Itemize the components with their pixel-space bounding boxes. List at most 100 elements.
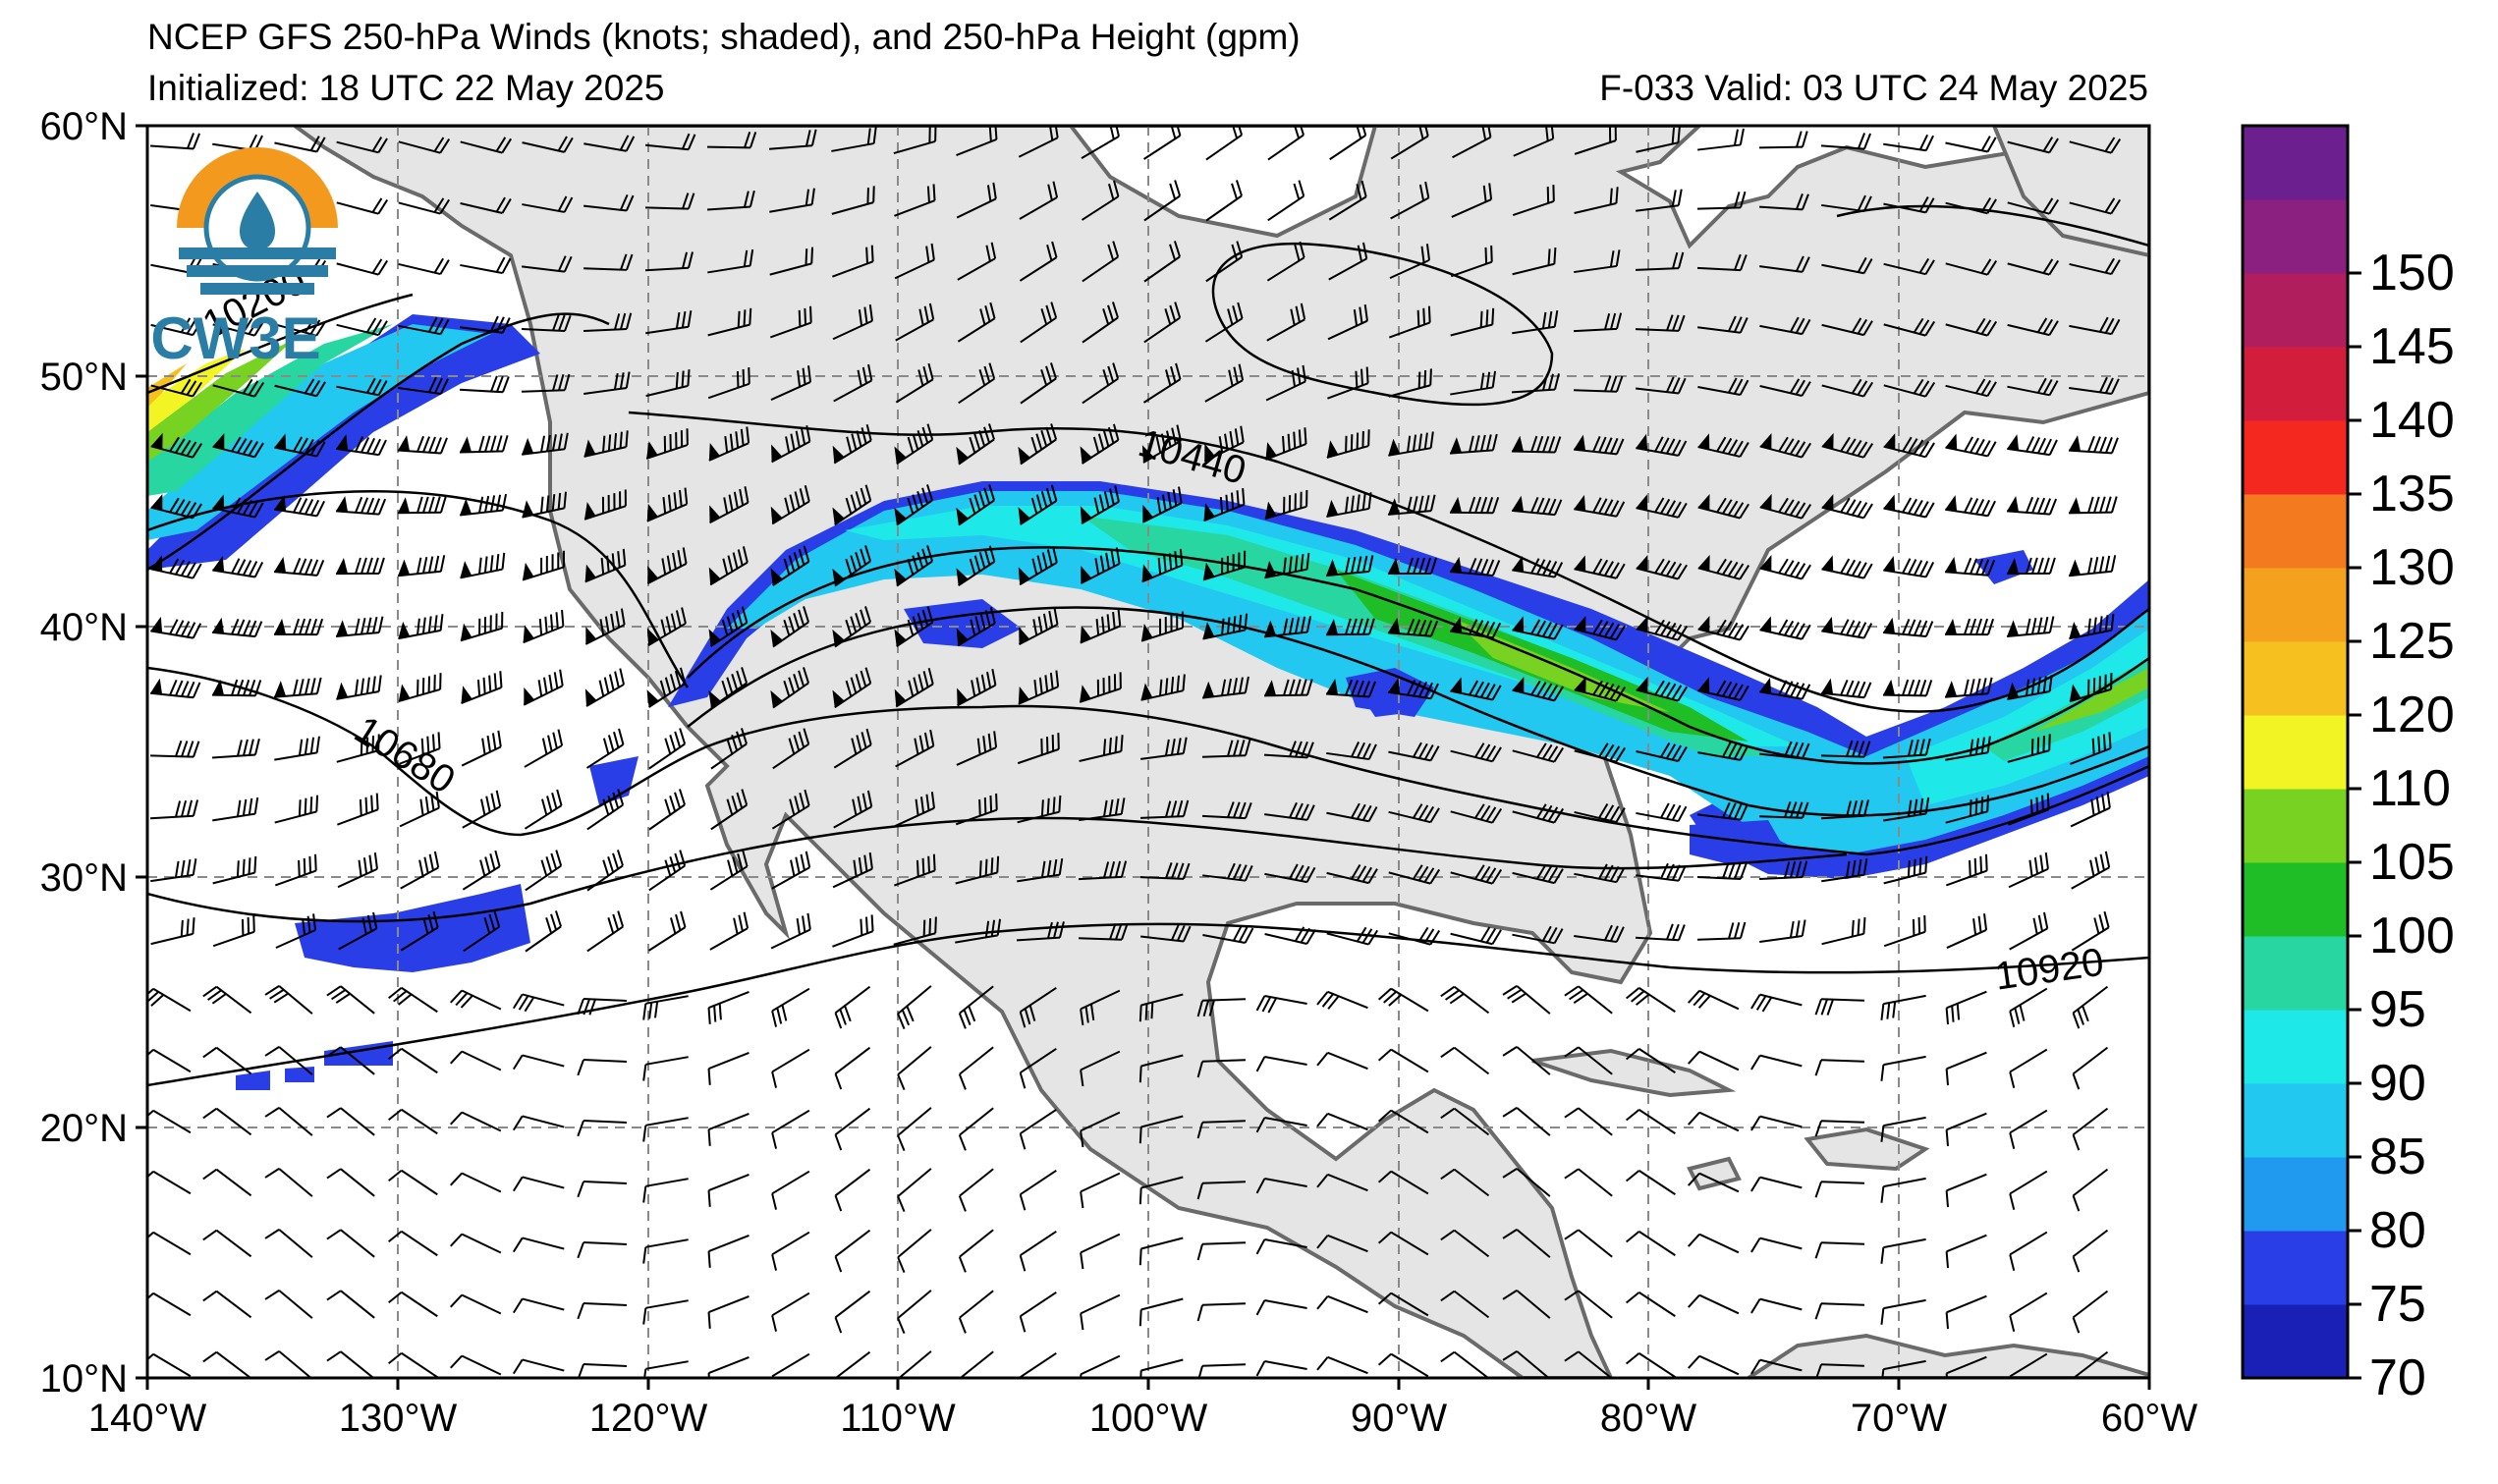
colorbar-tick-label: 135 <box>2369 466 2455 522</box>
wind-barb <box>646 547 688 584</box>
wind-barb <box>1440 1229 1490 1258</box>
wind-barb <box>1140 737 1188 760</box>
wind-barb <box>1814 1059 1865 1076</box>
wind-barb <box>1880 1298 1926 1325</box>
wind-barb <box>585 728 625 769</box>
wind-barb <box>832 606 871 648</box>
wind-barb <box>1573 312 1623 333</box>
colorbar-tick-label: 130 <box>2369 539 2455 596</box>
wind-barb <box>1758 860 1808 881</box>
wind-barb <box>642 995 689 1020</box>
colorbar-swatch <box>2243 568 2348 642</box>
wind-barb <box>1080 485 1120 524</box>
wind-barb <box>1626 1048 1676 1073</box>
wind-barb <box>2072 1290 2109 1334</box>
wind-barb <box>1205 180 1243 222</box>
wind-barb <box>336 317 388 337</box>
colorbar-swatch <box>2243 1083 2348 1158</box>
wind-barb <box>769 188 815 213</box>
wind-barb <box>1202 613 1249 640</box>
wind-barb <box>1440 1168 1490 1197</box>
colorbar-swatch <box>2243 273 2348 348</box>
wind-barb <box>1079 797 1126 822</box>
wind-barb <box>708 667 749 709</box>
wind-barb <box>577 1302 628 1320</box>
wind-barb <box>1204 302 1244 343</box>
wind-barb <box>833 363 873 403</box>
wind-barb <box>834 1350 871 1378</box>
wind-barb <box>1883 797 1930 822</box>
wind-barb <box>772 728 810 770</box>
wind-barb <box>336 137 388 154</box>
wind-barb <box>1449 433 1498 455</box>
wind-barb <box>894 792 935 828</box>
wind-barb <box>1449 556 1501 577</box>
wind-barb <box>1388 864 1441 885</box>
wind-barb <box>450 1293 502 1315</box>
wind-barb <box>524 729 564 768</box>
wind-barb <box>2072 985 2109 1029</box>
wind-barb <box>388 1291 438 1318</box>
wind-barb <box>1697 554 1750 580</box>
lon-label-120w: 120°W <box>589 1397 708 1440</box>
lon-label-100w: 100°W <box>1089 1397 1208 1440</box>
wind-barb <box>1564 1350 1613 1378</box>
wind-barb <box>150 432 203 459</box>
wind-barb <box>150 917 195 946</box>
wind-barb <box>399 791 440 828</box>
wind-barb <box>2009 1170 2048 1210</box>
wind-barb <box>956 484 996 526</box>
wind-barb <box>461 671 503 704</box>
wind-barb <box>523 669 564 706</box>
wind-barb <box>771 1109 810 1149</box>
wind-barb <box>831 186 875 215</box>
wind-barb <box>1574 802 1626 824</box>
wind-barb <box>1820 740 1871 758</box>
wind-barb <box>897 1107 932 1151</box>
colorbar-tick-label: 70 <box>2369 1349 2426 1406</box>
wind-barb <box>1196 1120 1247 1139</box>
wind-barb <box>707 1174 749 1207</box>
wind-barb <box>1203 488 1246 522</box>
wind-barb <box>450 989 502 1011</box>
colorbar-tick-label: 105 <box>2369 834 2455 891</box>
wind-barb <box>326 1290 375 1319</box>
wind-barb <box>1019 986 1057 1028</box>
wind-barb <box>1759 432 1812 459</box>
wind-barb <box>1019 1047 1057 1089</box>
wind-barb <box>1945 433 1997 458</box>
wind-barb <box>1820 799 1869 820</box>
wind-barb <box>1196 1363 1247 1378</box>
wind-barb <box>1945 1355 1987 1378</box>
wind-barb <box>460 137 513 154</box>
wind-barb <box>1882 738 1931 759</box>
wind-barb <box>1440 1350 1490 1378</box>
wind-barb <box>274 378 326 398</box>
wind-barb <box>460 315 511 334</box>
wind-barb <box>1017 795 1062 824</box>
wind-barb <box>397 435 448 455</box>
wind-barb <box>1263 679 1313 697</box>
wind-barb <box>771 1352 810 1378</box>
wind-barb <box>1626 1170 1676 1195</box>
wind-barb <box>2009 1048 2048 1088</box>
wind-barb <box>834 1290 871 1334</box>
wind-barb <box>147 1231 192 1256</box>
wind-barb <box>1018 546 1058 586</box>
wind-barb <box>645 133 696 151</box>
wind-barb <box>1636 494 1688 519</box>
wind-barb <box>1139 799 1190 819</box>
wind-barb <box>335 495 387 516</box>
wind-barb <box>2007 317 2059 337</box>
lon-label-140w: 140°W <box>88 1397 207 1440</box>
lat-label-20: 20°N <box>40 1107 128 1150</box>
wind-barb <box>1821 194 1872 213</box>
wind-barb <box>1377 987 1429 1013</box>
wind-barb <box>2007 258 2060 276</box>
wind-barb <box>1080 423 1120 465</box>
wind-barb <box>583 193 635 212</box>
wind-barb <box>1821 378 1874 398</box>
wind-barb <box>460 256 512 275</box>
wind-barb <box>834 1229 871 1273</box>
